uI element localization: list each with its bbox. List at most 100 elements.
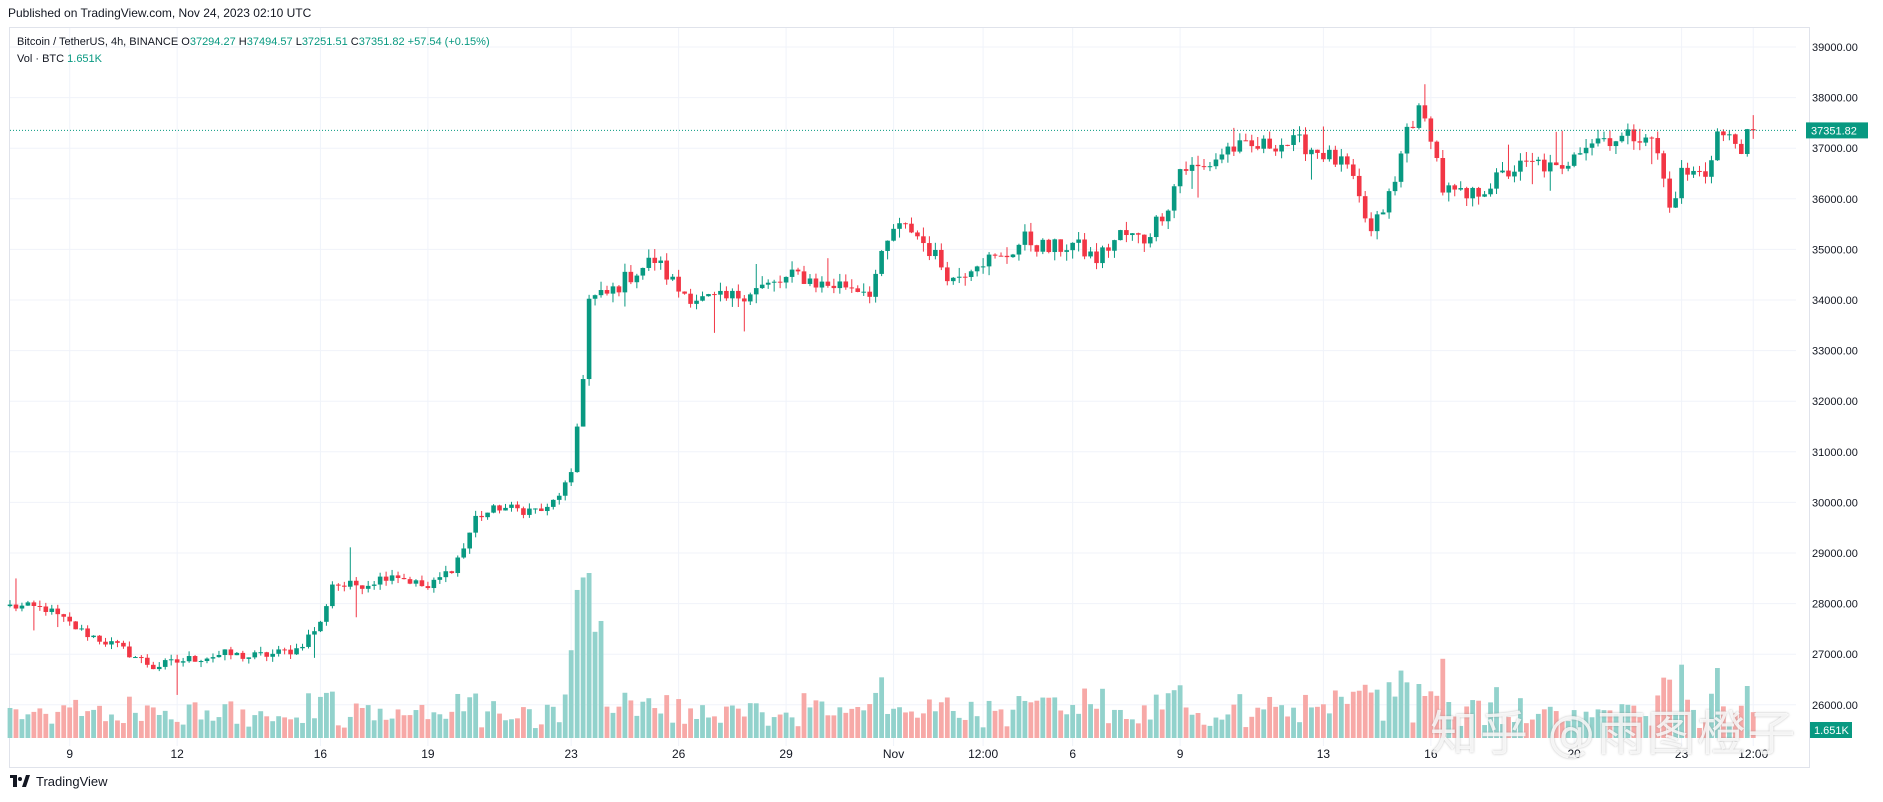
volume-bar xyxy=(825,715,831,738)
candle-body xyxy=(1440,158,1446,193)
volume-bar xyxy=(431,712,437,738)
candle-body xyxy=(682,291,687,294)
volume-bar xyxy=(706,717,711,738)
volume-bar xyxy=(574,589,580,738)
candle-body xyxy=(1064,250,1069,252)
candle-body xyxy=(807,278,813,284)
volume-bar xyxy=(735,708,741,738)
candle-body xyxy=(1601,138,1607,140)
legend-symbol: Bitcoin / TetherUS, 4h, BINANCE xyxy=(17,36,179,48)
x-tick-label: 6 xyxy=(1069,747,1076,761)
candle-body xyxy=(1088,251,1093,257)
candle-body xyxy=(1207,166,1213,168)
candle-body xyxy=(1189,164,1195,171)
volume-bar xyxy=(1165,693,1171,738)
volume-bar xyxy=(789,717,795,738)
volume-bar xyxy=(521,707,526,738)
volume-bar xyxy=(1332,690,1338,738)
volume-bar xyxy=(1529,719,1535,738)
candle-body xyxy=(1237,140,1243,152)
volume-bar xyxy=(747,703,753,738)
candle-body xyxy=(1321,152,1326,160)
candle-body xyxy=(1016,244,1022,255)
volume-bar xyxy=(712,716,717,738)
candle-body xyxy=(515,504,520,509)
volume-bar xyxy=(544,704,550,738)
candle-body xyxy=(431,579,437,589)
volume-bar xyxy=(43,713,49,738)
candle-body xyxy=(718,290,723,295)
candle-body xyxy=(192,656,198,662)
candle-body xyxy=(1733,134,1738,144)
volume-bar xyxy=(377,708,383,738)
candle-body xyxy=(1506,170,1511,177)
candle-body xyxy=(180,661,186,663)
candle-body xyxy=(1219,154,1225,160)
candle-body xyxy=(25,602,31,606)
volume-bar xyxy=(449,711,455,738)
volume-bar xyxy=(658,713,664,738)
volume-bar xyxy=(813,700,819,738)
volume-bar xyxy=(156,714,162,738)
volume-bar xyxy=(1565,721,1571,738)
candle-body xyxy=(1195,164,1201,167)
volume-bar xyxy=(843,712,849,738)
volume-bar xyxy=(1440,658,1446,738)
volume-bar xyxy=(485,711,490,738)
volume-bar xyxy=(849,708,855,738)
candle-body xyxy=(944,267,950,282)
footer-brand[interactable]: TradingView xyxy=(36,774,108,789)
volume-bar xyxy=(73,699,79,738)
volume-bar xyxy=(1655,695,1661,738)
volume-bar xyxy=(121,723,126,738)
candle-body xyxy=(568,472,574,483)
volume-bar xyxy=(1732,713,1738,738)
footer[interactable]: TradingView xyxy=(10,774,108,789)
candle-body xyxy=(634,275,640,283)
candle-body xyxy=(1631,129,1637,142)
candle-body xyxy=(628,271,634,283)
volume-bar xyxy=(1016,696,1022,738)
volume-bar xyxy=(1249,716,1255,738)
volume-bar xyxy=(956,717,962,738)
candle-body xyxy=(1482,194,1487,197)
y-tick-label: 30000.00 xyxy=(1812,497,1858,509)
candle-body xyxy=(1470,187,1475,199)
candle-body xyxy=(1273,148,1278,152)
candle-body xyxy=(724,290,729,299)
volume-bar xyxy=(61,705,67,738)
candle-body xyxy=(1524,160,1529,162)
candle-body xyxy=(1583,147,1589,154)
volume-bar xyxy=(7,707,13,738)
candle-body xyxy=(1327,149,1332,160)
volume-bar xyxy=(837,707,843,738)
candle-body xyxy=(1165,210,1171,222)
volume-bar xyxy=(604,706,610,738)
candle-body xyxy=(115,641,120,643)
volume-bar xyxy=(162,710,168,738)
volume-bar xyxy=(1082,688,1087,738)
volume-bar xyxy=(664,695,670,738)
candle-body xyxy=(43,606,49,612)
volume-bar xyxy=(628,700,634,738)
volume-bar xyxy=(1518,698,1523,738)
volume-bar xyxy=(616,706,622,738)
candle-body xyxy=(813,278,819,288)
volume-bar xyxy=(682,723,688,738)
candle-body xyxy=(186,656,192,662)
volume-bar xyxy=(210,720,216,738)
candle-body xyxy=(407,579,413,584)
candle-body xyxy=(19,605,25,609)
candle-body xyxy=(300,646,305,649)
chart-frame[interactable] xyxy=(9,27,1810,768)
volume-bar xyxy=(622,692,628,738)
volume-bar xyxy=(168,719,174,738)
candle-body xyxy=(1350,164,1356,176)
candle-body xyxy=(998,255,1004,257)
candle-body xyxy=(1040,239,1046,252)
volume-bar xyxy=(1189,714,1195,738)
volume-bar xyxy=(1416,684,1422,738)
volume-bar xyxy=(1100,688,1105,738)
volume-bar xyxy=(1028,702,1034,738)
